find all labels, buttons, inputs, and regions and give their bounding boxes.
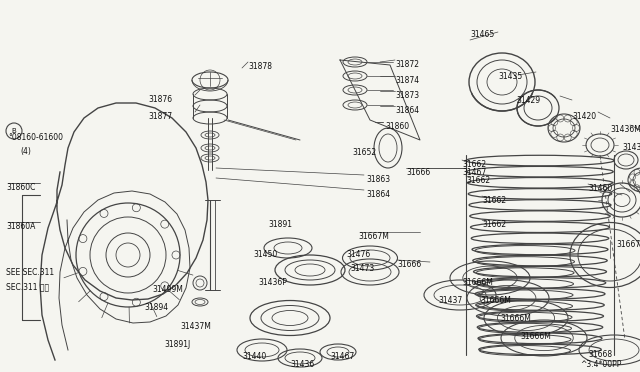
Text: 31872: 31872 [395,60,419,69]
Text: 31435: 31435 [498,72,522,81]
Text: ^3.4*00PP: ^3.4*00PP [580,360,621,369]
Text: 31436: 31436 [290,360,314,369]
Text: 31877: 31877 [148,112,172,121]
Text: 31499M: 31499M [152,285,183,294]
Text: 31467: 31467 [462,168,486,177]
Text: 31864: 31864 [366,190,390,199]
Text: (4): (4) [20,147,31,156]
Text: 31666M: 31666M [462,278,493,287]
Text: 31437: 31437 [438,296,462,305]
Text: 31666M: 31666M [480,296,511,305]
Text: 31894: 31894 [144,303,168,312]
Text: SEE SEC.311: SEE SEC.311 [6,268,54,277]
Text: 31473: 31473 [350,264,374,273]
Text: 31440: 31440 [242,352,266,361]
Text: 31437M: 31437M [180,322,211,331]
Text: 31860A: 31860A [6,222,35,231]
Text: 31874: 31874 [395,76,419,85]
Text: 31652: 31652 [352,148,376,157]
Text: 31476: 31476 [346,250,371,259]
Text: 31429: 31429 [516,96,540,105]
Text: 31860: 31860 [385,122,409,131]
Text: B: B [12,128,17,134]
Text: 31891J: 31891J [164,340,190,349]
Text: 31460: 31460 [588,184,612,193]
Text: 31863: 31863 [366,175,390,184]
Text: 31467: 31467 [330,352,355,361]
Text: 31667M: 31667M [358,232,389,241]
Text: SEC.311 参照: SEC.311 参照 [6,282,49,291]
Text: °08160-61600: °08160-61600 [8,133,63,142]
Text: 31666M: 31666M [520,332,551,341]
Text: 31864: 31864 [395,106,419,115]
Text: 31667: 31667 [616,240,640,249]
Text: 31662: 31662 [482,220,506,229]
Text: 31873: 31873 [395,91,419,100]
Text: 31878: 31878 [248,62,272,71]
Text: 31420: 31420 [572,112,596,121]
Text: 31666: 31666 [406,168,430,177]
Text: 31668: 31668 [588,350,612,359]
Text: 31450: 31450 [253,250,277,259]
Text: 31891: 31891 [268,220,292,229]
Text: 31465: 31465 [470,30,494,39]
Text: 31876: 31876 [148,95,172,104]
Text: 31438: 31438 [622,143,640,152]
Text: 31860C: 31860C [6,183,35,192]
Text: 31436P: 31436P [258,278,287,287]
Text: 31662: 31662 [482,196,506,205]
Text: 31662: 31662 [466,176,490,185]
Text: 31662: 31662 [462,160,486,169]
Text: 31666: 31666 [397,260,421,269]
Text: 31666M: 31666M [500,314,531,323]
Text: 31436M: 31436M [610,125,640,134]
